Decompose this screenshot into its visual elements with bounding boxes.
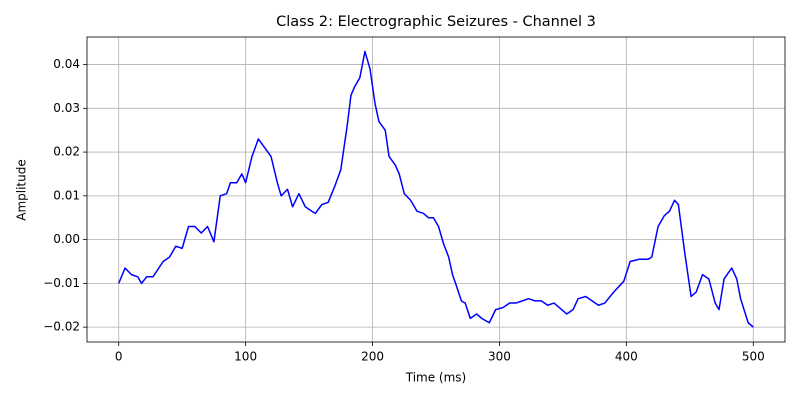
- x-tick-label: 0: [115, 350, 123, 364]
- chart-title: Class 2: Electrographic Seizures - Chann…: [276, 14, 596, 30]
- y-tick-label: 0.03: [53, 101, 80, 115]
- data-line: [118, 50, 754, 328]
- x-axis-label: Time (ms): [405, 371, 467, 385]
- y-tick-label: 0.01: [53, 188, 80, 202]
- y-tick-label: 0.02: [53, 145, 80, 159]
- y-axis-label: Amplitude: [15, 159, 29, 221]
- y-tick-label: 0.00: [53, 232, 80, 246]
- y-tick-label: −0.01: [43, 276, 80, 290]
- x-tick-label: 400: [615, 350, 638, 364]
- y-tick-label: −0.02: [43, 320, 80, 334]
- x-tick-label: 500: [742, 350, 765, 364]
- x-tick-label: 100: [234, 350, 257, 364]
- plot-frame: [86, 36, 786, 343]
- x-tick-label: 200: [361, 350, 384, 364]
- y-tick-label: 0.04: [53, 57, 80, 71]
- x-tick-label: 300: [488, 350, 511, 364]
